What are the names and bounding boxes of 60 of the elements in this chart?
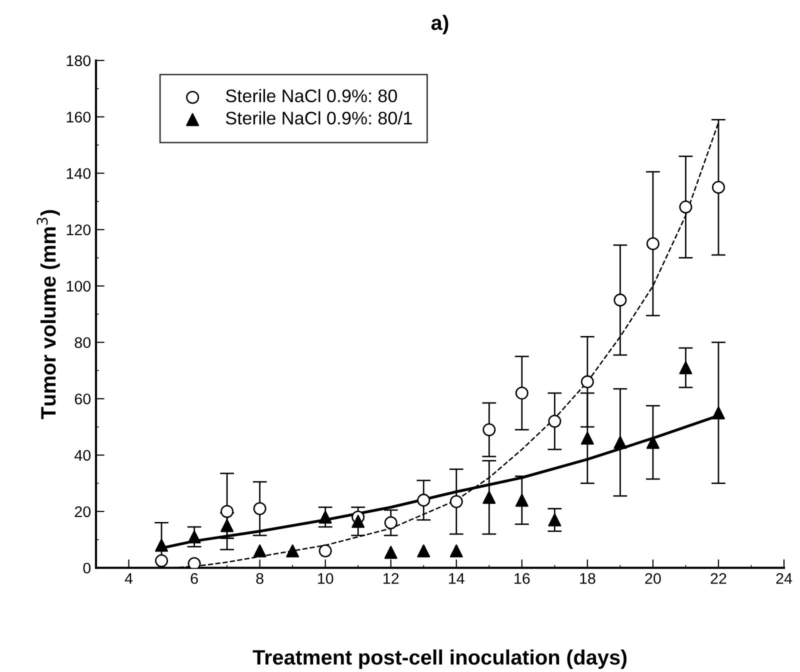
point xyxy=(417,544,430,558)
x-tick-label: 16 xyxy=(514,573,530,584)
y-tick-label: 100 xyxy=(66,280,91,292)
point xyxy=(155,554,168,568)
point xyxy=(614,436,627,449)
point xyxy=(482,490,496,504)
point xyxy=(384,546,398,559)
y-tick-label: 180 xyxy=(66,55,91,66)
chart-title: a) xyxy=(431,14,448,34)
point xyxy=(515,386,528,400)
point xyxy=(679,361,692,374)
x-tick-label: 14 xyxy=(449,573,464,584)
point xyxy=(450,495,463,508)
point xyxy=(384,516,398,530)
x-tick-label: 6 xyxy=(190,573,198,584)
legend-label: Sterile NaCl 0.9%: 80 xyxy=(226,89,397,102)
point xyxy=(482,423,496,436)
point xyxy=(352,514,365,528)
y-tick-label: 60 xyxy=(74,394,91,404)
point xyxy=(417,494,430,507)
point xyxy=(253,502,266,516)
point xyxy=(188,557,201,568)
point xyxy=(548,513,562,526)
point xyxy=(580,432,594,445)
point xyxy=(712,180,725,194)
y-axis-title: Tumor volume (mm$^{3}$) xyxy=(36,210,60,420)
point xyxy=(712,406,725,420)
point xyxy=(220,504,234,518)
point xyxy=(155,538,168,552)
x-tick-label: 10 xyxy=(318,573,334,584)
point xyxy=(188,530,201,544)
point xyxy=(318,510,332,524)
point xyxy=(318,544,332,558)
x-tick-label: 12 xyxy=(384,573,399,584)
x-tick-label: 4 xyxy=(124,573,133,584)
point xyxy=(220,519,234,532)
point xyxy=(515,494,528,507)
point xyxy=(548,414,562,428)
point xyxy=(286,544,300,558)
y-tick-label: 120 xyxy=(66,224,91,236)
y-tick-label: 140 xyxy=(66,168,91,179)
x-tick-label: 20 xyxy=(645,573,661,584)
point xyxy=(253,544,266,558)
x-axis-title: Treatment post-cell inoculation (days) xyxy=(252,649,627,669)
x-tick-label: 24 xyxy=(776,573,792,584)
point xyxy=(646,436,660,449)
x-tick-label: 18 xyxy=(580,573,596,584)
y-tick-label: 160 xyxy=(66,112,91,123)
y-tick-label: 0 xyxy=(83,562,91,574)
y-tick-label: 40 xyxy=(74,450,91,461)
point xyxy=(580,375,594,388)
y-tick-label: 80 xyxy=(74,337,91,348)
point xyxy=(450,544,463,558)
legend-label: Sterile NaCl 0.9%: 80/1 xyxy=(226,111,412,125)
y-tick-label: 20 xyxy=(74,506,91,518)
point xyxy=(679,200,692,214)
x-tick-label: 8 xyxy=(256,573,264,584)
point xyxy=(646,237,660,250)
x-tick-label: 22 xyxy=(710,573,726,584)
point xyxy=(614,294,627,307)
